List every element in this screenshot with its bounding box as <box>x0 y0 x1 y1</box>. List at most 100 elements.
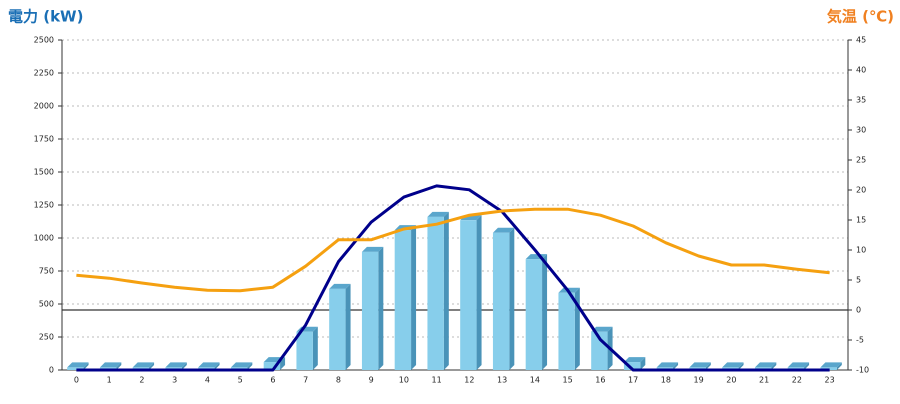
y-tick-label: 1750 <box>34 135 54 144</box>
bar-top <box>656 362 679 368</box>
bar-front <box>492 232 510 370</box>
bar-top <box>361 246 384 252</box>
bar-front <box>460 220 477 370</box>
bar-front <box>623 362 641 370</box>
y-axis-title: 電力 (kW) <box>8 8 83 26</box>
x-tick-label: 0 <box>74 376 79 385</box>
bar-front <box>525 259 543 370</box>
x-tick-label: 4 <box>205 376 210 385</box>
bar <box>67 362 89 370</box>
bar-top <box>329 283 351 289</box>
bar-side <box>280 357 286 370</box>
bar-side <box>771 362 777 370</box>
bar-side <box>411 225 417 370</box>
bar-side <box>345 283 351 370</box>
x-tick-label: 11 <box>432 376 442 385</box>
y-tick-label: 2250 <box>34 69 54 78</box>
bar <box>460 215 482 370</box>
y2-tick-label: 15 <box>856 216 866 225</box>
bar-top <box>492 227 515 233</box>
bar <box>427 211 449 370</box>
bar-side <box>476 215 482 370</box>
y2-tick-label: 20 <box>856 186 866 195</box>
bar-top <box>99 362 122 368</box>
bar-top <box>820 362 842 368</box>
bar-front <box>427 216 444 370</box>
x-tick-label: 1 <box>107 376 112 385</box>
bar-top <box>427 211 449 217</box>
bar <box>361 246 384 370</box>
bar-top <box>165 362 187 368</box>
y2-tick-label: 5 <box>856 276 861 285</box>
x-tick-label: 6 <box>270 376 275 385</box>
bar-side <box>149 362 155 370</box>
x-tick-label: 19 <box>694 376 704 385</box>
y2-tick-label: -10 <box>856 366 869 375</box>
x-tick-label: 10 <box>399 376 409 385</box>
x-tick-label: 17 <box>628 376 638 385</box>
x-tick-label: 3 <box>172 376 177 385</box>
y2-tick-label: 45 <box>856 36 866 45</box>
y2-axis-title: 気温 (℃) <box>827 8 894 26</box>
y-tick-label: 1500 <box>34 168 54 177</box>
x-tick-label: 2 <box>139 376 144 385</box>
bar <box>623 357 646 370</box>
x-tick-label: 5 <box>238 376 243 385</box>
bar-side <box>673 362 679 370</box>
y2-tick-label: 30 <box>856 126 866 135</box>
x-tick-label: 22 <box>792 376 802 385</box>
bar-top <box>754 362 777 368</box>
bar-side <box>804 362 810 370</box>
bar-side <box>116 362 122 370</box>
bar-top <box>198 362 220 368</box>
bar-front <box>263 362 281 370</box>
y-tick-label: 1250 <box>34 201 54 210</box>
x-tick-label: 7 <box>303 376 308 385</box>
y2-tick-label: -5 <box>856 336 864 345</box>
y-tick-label: 2500 <box>34 36 54 45</box>
bar-side <box>443 211 449 370</box>
bar <box>296 326 318 370</box>
line-series <box>76 207 830 293</box>
bar-top <box>230 362 253 368</box>
bar-top <box>722 362 744 368</box>
y-tick-label: 1000 <box>34 234 54 243</box>
bar <box>525 254 548 370</box>
line-series <box>76 184 830 372</box>
y-tick-label: 250 <box>39 333 54 342</box>
x-tick-label: 14 <box>530 376 540 385</box>
bar-side <box>247 362 253 370</box>
y2-tick-label: 0 <box>856 306 861 315</box>
bar-side <box>738 362 744 370</box>
bar-side <box>83 362 89 370</box>
bar-side <box>640 357 646 370</box>
y2-tick-label: 35 <box>856 96 866 105</box>
bar <box>492 227 515 370</box>
bar-side <box>181 362 187 370</box>
bar-front <box>67 367 84 370</box>
bar-front <box>394 230 412 370</box>
bar-front <box>296 331 313 370</box>
bar <box>329 283 351 370</box>
bar-side <box>378 246 384 370</box>
bar-front <box>329 288 346 370</box>
x-tick-label: 13 <box>497 376 507 385</box>
x-tick-label: 18 <box>661 376 671 385</box>
bar-side <box>705 362 711 370</box>
x-tick-label: 23 <box>825 376 835 385</box>
bar-front <box>361 251 379 370</box>
x-tick-label: 8 <box>336 376 341 385</box>
y-tick-label: 500 <box>39 300 54 309</box>
bar-front <box>558 292 575 370</box>
x-tick-label: 21 <box>759 376 769 385</box>
y2-tick-label: 40 <box>856 66 866 75</box>
bar-side <box>509 227 515 370</box>
x-tick-label: 9 <box>369 376 374 385</box>
bar-side <box>312 326 318 370</box>
bar-top <box>689 362 711 368</box>
y-tick-label: 2000 <box>34 102 54 111</box>
y2-tick-label: 10 <box>856 246 866 255</box>
bar-top <box>623 357 646 363</box>
bar <box>394 225 417 370</box>
